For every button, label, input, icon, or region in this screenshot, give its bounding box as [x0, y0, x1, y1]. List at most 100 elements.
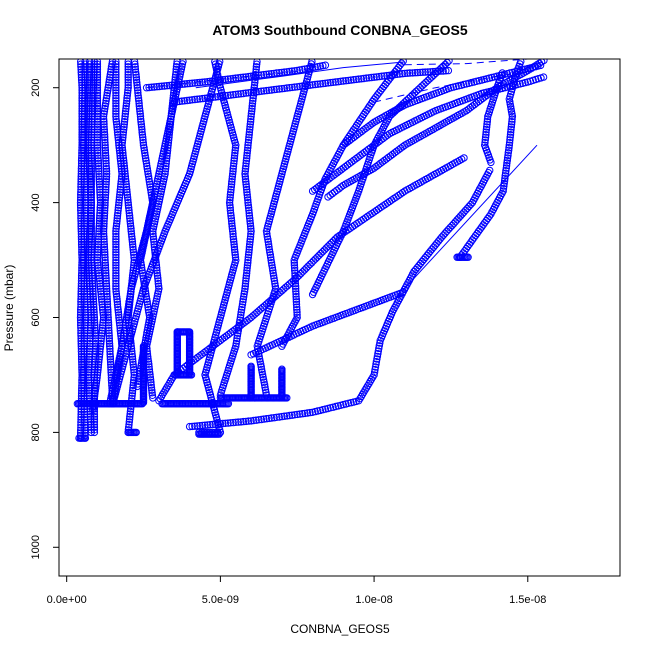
data-point: [504, 149, 512, 157]
data-point: [322, 244, 330, 252]
data-point: [93, 59, 102, 66]
data-point: [396, 70, 404, 78]
data-point: [89, 76, 98, 84]
data-point: [141, 154, 150, 162]
data-point: [414, 85, 422, 94]
data-point: [226, 196, 234, 204]
data-point: [123, 308, 132, 316]
data-point: [122, 180, 130, 189]
data-point: [211, 420, 220, 428]
data-point: [306, 81, 314, 89]
data-point: [247, 110, 256, 118]
data-point: [95, 170, 103, 178]
data-point: [406, 69, 414, 77]
data-point: [124, 78, 132, 87]
data-point: [93, 86, 102, 95]
data-point: [112, 274, 120, 282]
data-point: [508, 115, 516, 123]
data-point: [292, 287, 300, 296]
data-point: [99, 112, 108, 121]
data-point: [93, 107, 102, 115]
data-point: [98, 329, 106, 337]
data-point: [100, 238, 108, 246]
data-point: [296, 410, 304, 418]
data-point: [244, 417, 253, 425]
data-point: [230, 157, 238, 165]
data-point: [101, 201, 109, 209]
data-point: [126, 292, 134, 301]
data-point: [271, 279, 279, 288]
data-point: [431, 67, 440, 76]
data-point: [100, 118, 108, 126]
data-point: [95, 269, 103, 277]
data-point: [94, 162, 103, 170]
data-point: [299, 268, 307, 276]
data-point: [119, 334, 128, 343]
data-point: [95, 172, 103, 181]
data-point: [280, 412, 289, 420]
data-point: [104, 311, 112, 319]
data-point: [481, 141, 489, 149]
data-point: [104, 313, 112, 322]
data-point: [123, 91, 132, 100]
data-point: [105, 329, 113, 337]
data-point: [123, 311, 131, 319]
data-point: [104, 319, 113, 327]
data-point: [328, 238, 336, 247]
data-point: [413, 68, 422, 77]
data-point: [227, 188, 235, 196]
axes-layer: 0.0e+00 5.0e-09 1.0e-08 1.5e-08 200 400 600 800…: [30, 58, 621, 606]
data-point: [198, 94, 207, 103]
data-point: [143, 300, 152, 309]
data-point: [290, 261, 299, 269]
data-point: [149, 230, 157, 238]
data-point: [455, 214, 463, 222]
data-point: [399, 59, 407, 65]
data-point: [77, 329, 85, 337]
data-point: [87, 136, 96, 144]
data-point: [178, 97, 186, 105]
data-point: [85, 97, 93, 105]
data-point: [243, 154, 251, 162]
data-point: [115, 201, 123, 209]
data-point: [499, 187, 507, 195]
data-point: [100, 214, 109, 223]
data-point: [292, 285, 300, 293]
data-point: [193, 422, 202, 430]
data-point: [242, 89, 250, 97]
data-point: [505, 146, 513, 155]
data-point: [120, 159, 128, 168]
data-point: [221, 92, 230, 100]
data-point: [93, 371, 102, 379]
data-point: [214, 76, 222, 85]
data-point: [112, 272, 120, 280]
data-point: [87, 180, 96, 189]
data-point: [112, 235, 120, 243]
data-point: [196, 422, 204, 430]
data-point: [373, 355, 381, 363]
data-point: [242, 183, 251, 191]
data-point: [128, 238, 137, 246]
data-point: [112, 261, 120, 269]
data-point: [87, 219, 96, 228]
dense-data-point-group: [158, 400, 233, 408]
data-point: [313, 253, 321, 261]
data-point: [121, 175, 130, 183]
data-point: [85, 94, 93, 102]
data-point: [244, 256, 252, 264]
data-point: [297, 269, 305, 278]
data-point: [227, 209, 235, 217]
data-point: [288, 411, 296, 419]
data-point: [115, 311, 123, 319]
data-point: [293, 410, 301, 419]
data-point: [112, 102, 120, 110]
data-point: [135, 99, 143, 108]
data-point: [416, 84, 424, 92]
data-point: [126, 219, 135, 228]
data-point: [87, 178, 96, 186]
data-point: [314, 62, 322, 71]
data-point: [102, 178, 110, 186]
data-point: [465, 202, 473, 211]
data-point: [90, 300, 98, 309]
